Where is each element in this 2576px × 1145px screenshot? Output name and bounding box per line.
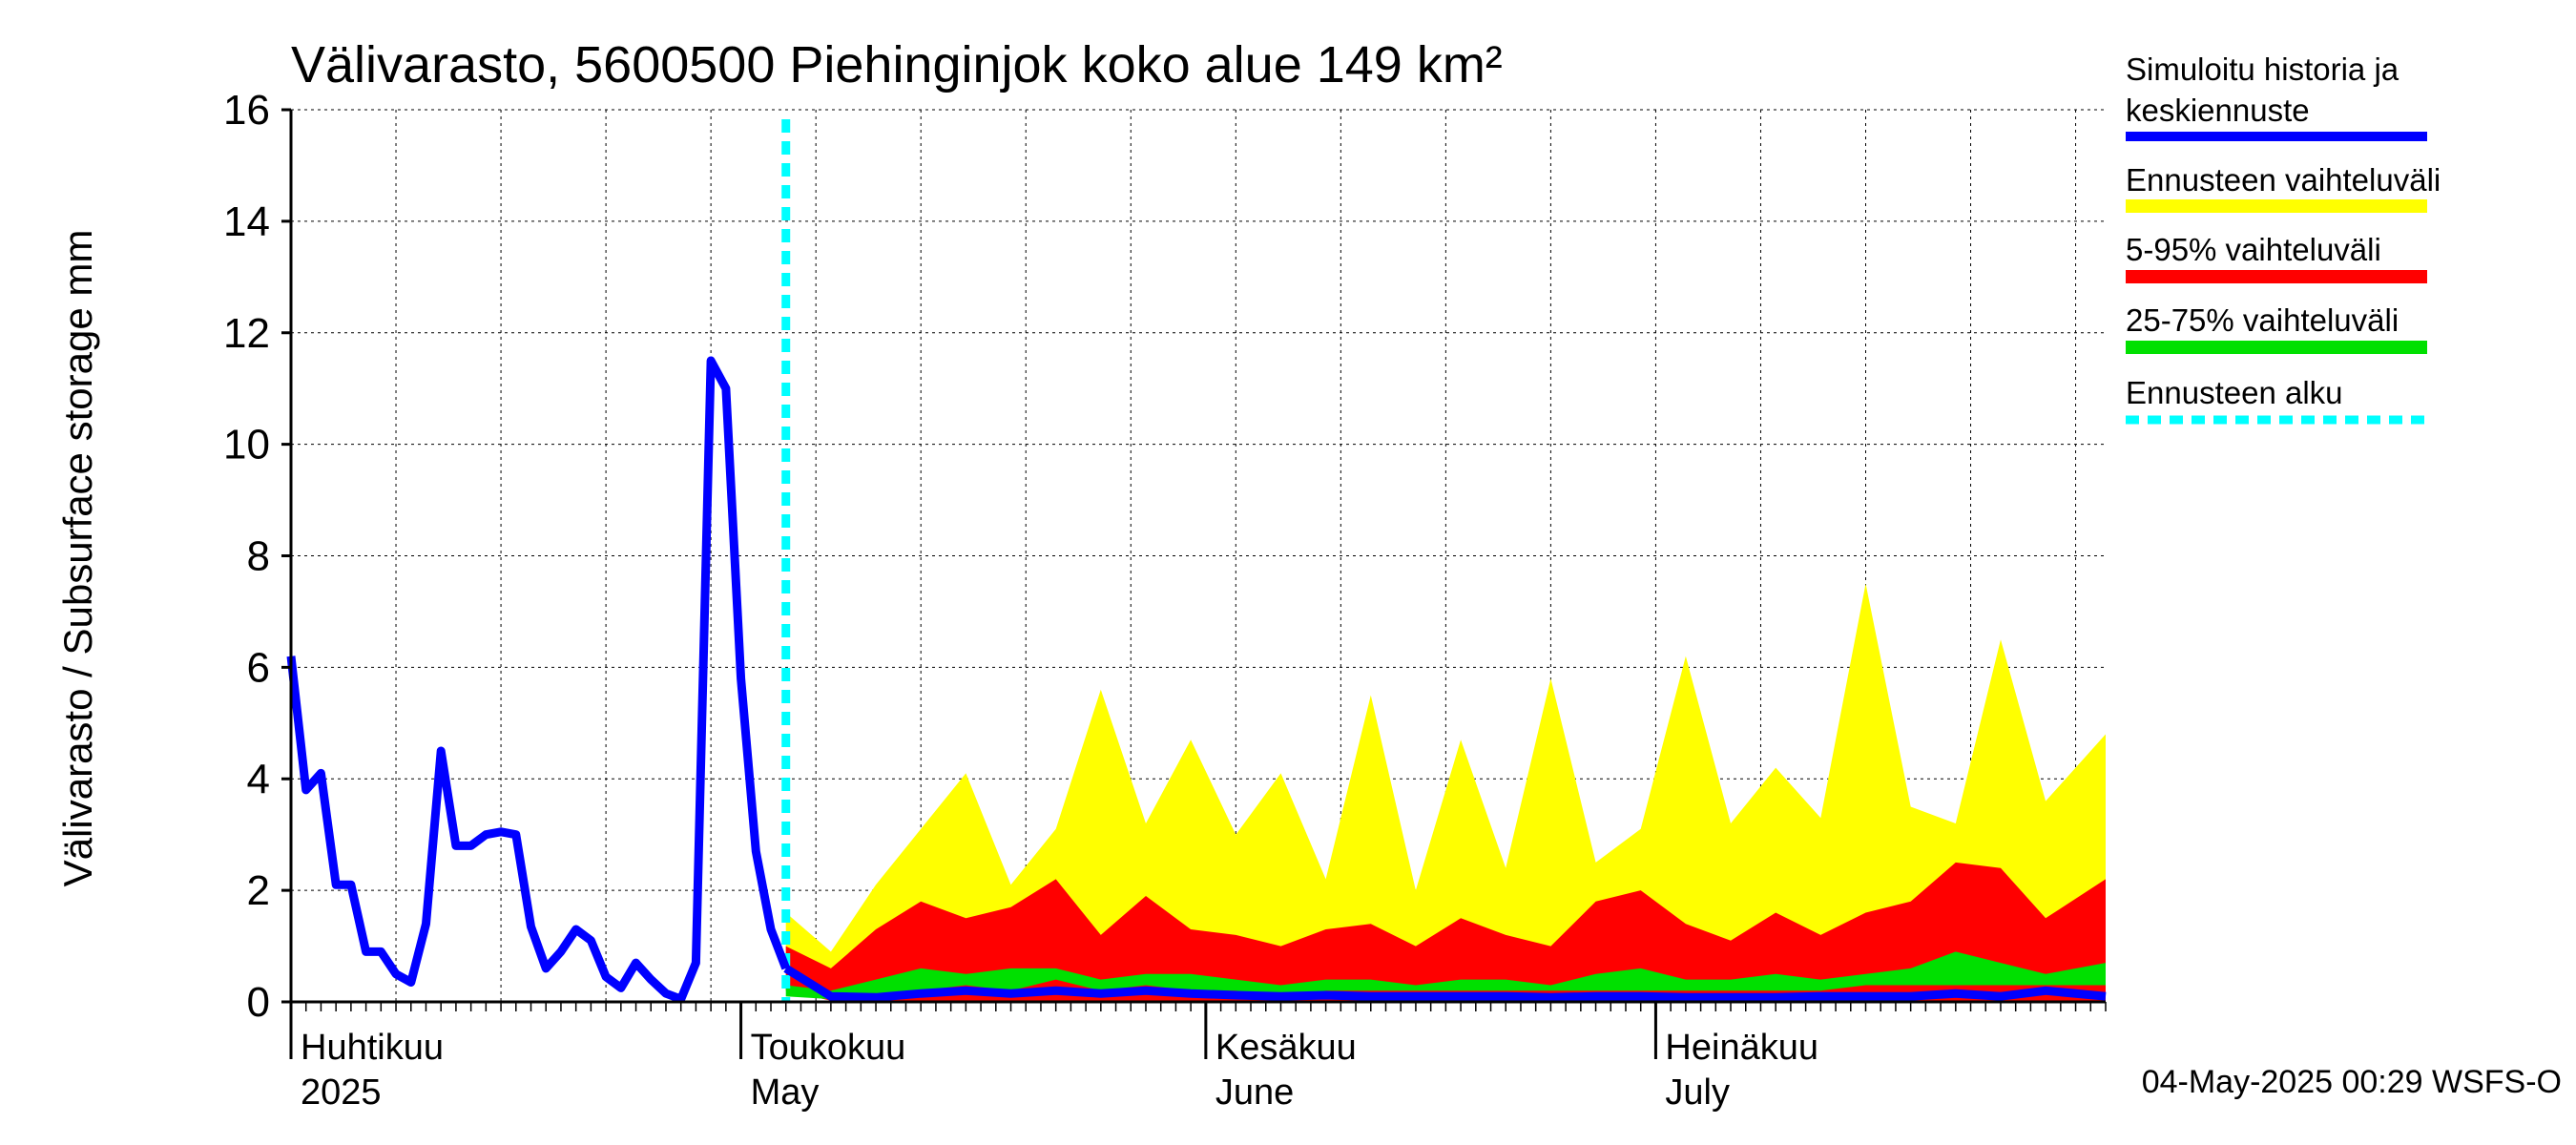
history-series-line — [286, 356, 790, 1004]
legend-label-range: Ennusteen vaihteluväli — [2126, 162, 2441, 198]
y-tick-label: 8 — [247, 533, 270, 580]
band-25-75 — [785, 951, 2107, 1000]
legend-label-25-75: 25-75% vaihteluväli — [2126, 302, 2399, 338]
x-month-label-fi: Kesäkuu — [1215, 1028, 1357, 1068]
x-month-label-en: June — [1215, 1072, 1294, 1113]
x-month-label-fi: Heinäkuu — [1665, 1028, 1818, 1068]
y-tick-label: 14 — [223, 198, 270, 245]
footer-timestamp: 04-May-2025 00:29 WSFS-O — [2142, 1064, 2562, 1100]
x-month-label-en: May — [751, 1072, 820, 1113]
axes — [281, 108, 2107, 1059]
y-tick-label: 6 — [247, 644, 270, 691]
legend: Simuloitu historia ja keskiennuste Ennust… — [2126, 52, 2441, 425]
band-5-95 — [785, 862, 2107, 1002]
median-series-line — [783, 965, 2107, 1002]
y-tick-labels: 0 2 4 6 8 10 12 14 16 — [223, 87, 270, 1026]
y-tick-label: 2 — [247, 867, 270, 914]
y-tick-label: 4 — [247, 756, 270, 802]
x-month-label-en: 2025 — [301, 1072, 382, 1113]
forecast-bands — [785, 583, 2107, 1002]
y-tick-label: 10 — [223, 422, 270, 468]
legend-label-5-95: 5-95% vaihteluväli — [2126, 232, 2381, 267]
y-tick-label: 16 — [223, 87, 270, 134]
band-forecast-range — [785, 583, 2107, 1002]
chart-title: Välivarasto, 5600500 Piehinginjok koko a… — [291, 36, 1503, 94]
x-month-label-fi: Huhtikuu — [301, 1028, 444, 1068]
legend-label-forecast-start: Ennusteen alku — [2126, 375, 2343, 410]
x-month-label-en: July — [1665, 1072, 1730, 1113]
x-month-label-fi: Toukokuu — [751, 1028, 906, 1068]
legend-label-history: Simuloitu historia ja keskiennuste — [2126, 52, 2399, 128]
y-tick-label: 0 — [247, 979, 270, 1026]
y-tick-label: 12 — [223, 310, 270, 357]
y-axis-label: Välivarasto / Subsurface storage mm — [55, 230, 100, 887]
